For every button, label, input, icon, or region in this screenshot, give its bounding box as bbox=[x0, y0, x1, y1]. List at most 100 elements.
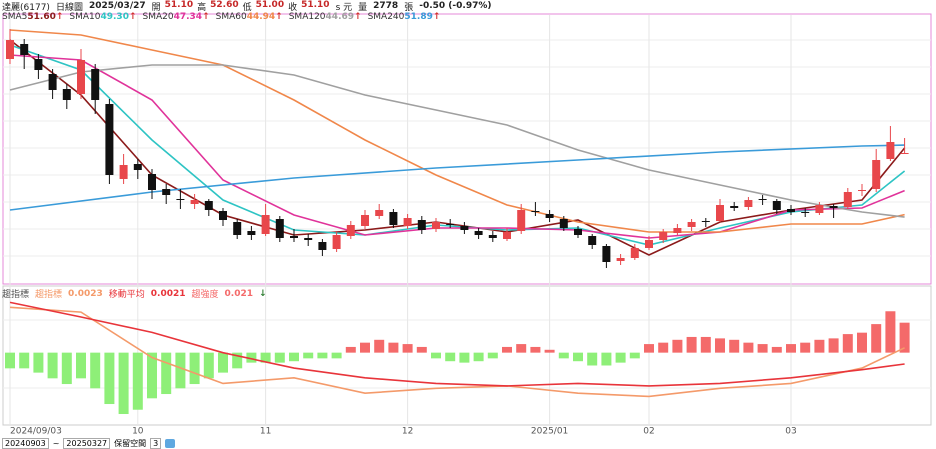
histogram-bar bbox=[132, 352, 143, 410]
candle-body bbox=[105, 104, 114, 175]
candle-body bbox=[531, 211, 540, 212]
candle-body bbox=[716, 205, 724, 221]
candle-body bbox=[545, 214, 554, 218]
field-value: 51.00 bbox=[255, 0, 285, 10]
legend-entry: SMA1049.30↑ bbox=[69, 12, 136, 22]
legend-trend: ↑ bbox=[275, 12, 283, 22]
field-label: 收 bbox=[288, 2, 298, 13]
candle-body bbox=[318, 242, 327, 250]
histogram-bar bbox=[118, 352, 129, 415]
header: 達麗(6177) 日線圖 2025/03/27 開 51.10 高 52.60 低 51.… bbox=[2, 0, 491, 13]
candle-body bbox=[375, 210, 384, 216]
histogram-bar bbox=[899, 322, 910, 353]
candle-body bbox=[843, 192, 852, 207]
histogram-bar bbox=[289, 352, 299, 362]
legend-value: 44.69 bbox=[325, 12, 355, 22]
histogram-bar bbox=[615, 352, 626, 363]
legend-name: SMA120 bbox=[288, 12, 326, 22]
histogram-bar bbox=[771, 346, 782, 353]
spin-button[interactable] bbox=[165, 438, 176, 448]
candle-body bbox=[673, 228, 682, 233]
candle-body bbox=[62, 89, 71, 100]
volume-label: 量 bbox=[358, 2, 368, 13]
legend-value: 0.0023 bbox=[68, 288, 103, 299]
line-series bbox=[9, 44, 906, 246]
legend-name: 移動平均 bbox=[108, 290, 145, 300]
legend-entry: SMA551.60↑ bbox=[2, 12, 63, 22]
candle-body bbox=[304, 238, 313, 240]
start-date[interactable]: 20240903 bbox=[2, 437, 49, 449]
histogram-bar bbox=[743, 342, 754, 353]
legend-trend: ↑ bbox=[202, 12, 210, 22]
line-series bbox=[9, 29, 905, 233]
candle-body bbox=[801, 212, 810, 213]
histogram-bar bbox=[487, 352, 498, 359]
indicator-title: 趨指標 bbox=[2, 290, 30, 300]
histogram-bar bbox=[76, 352, 86, 379]
histogram-bar bbox=[729, 339, 740, 353]
histogram-bar bbox=[61, 352, 72, 385]
histogram-bar bbox=[203, 352, 214, 379]
candle-body bbox=[758, 199, 767, 200]
candle-body bbox=[162, 189, 171, 195]
histogram-bar bbox=[828, 338, 839, 353]
separator: ~ bbox=[52, 438, 60, 448]
indicator-panel-frame bbox=[2, 285, 932, 426]
histogram-bar bbox=[459, 352, 470, 363]
field-value: 51.10 bbox=[164, 0, 194, 10]
histogram-bar bbox=[814, 339, 825, 353]
legend-value: 44.94 bbox=[246, 12, 276, 22]
candle-body bbox=[91, 69, 100, 100]
candle-body bbox=[290, 236, 298, 238]
candle-body bbox=[190, 200, 199, 204]
reserve-label: 保留空間 bbox=[114, 438, 147, 448]
histogram-bar bbox=[246, 352, 257, 363]
line-series bbox=[9, 64, 905, 218]
candle-body bbox=[34, 59, 43, 70]
line-series bbox=[9, 306, 905, 398]
histogram-bar bbox=[161, 352, 172, 395]
legend-value: 0.0021 bbox=[150, 288, 186, 299]
legend-entry: SMA12044.69↑ bbox=[289, 12, 362, 22]
price-grid bbox=[3, 39, 931, 389]
candle-body bbox=[417, 220, 426, 230]
legend-name: SMA5 bbox=[2, 12, 28, 22]
candle-body bbox=[233, 222, 242, 235]
histogram-bar bbox=[431, 352, 441, 359]
legend-name: 趨指標 bbox=[35, 290, 63, 300]
histogram-bar bbox=[857, 332, 867, 353]
field-value: 51.10 bbox=[301, 0, 330, 10]
end-date[interactable]: 20250327 bbox=[63, 437, 111, 449]
histogram-bar bbox=[587, 352, 598, 366]
candle-body bbox=[701, 221, 710, 222]
candle-body bbox=[645, 240, 653, 248]
ma-legend: SMA551.60↑ SMA1049.30↑ SMA2047.34↑ SMA6044.… bbox=[2, 12, 440, 22]
histogram-bar bbox=[232, 352, 243, 369]
histogram-bar bbox=[715, 338, 725, 353]
reserve-value[interactable]: 3 bbox=[150, 437, 162, 449]
candle-body bbox=[119, 165, 128, 179]
candle-body bbox=[687, 222, 696, 227]
histogram-bar bbox=[885, 311, 896, 353]
candle-body bbox=[872, 160, 881, 189]
candle-body bbox=[403, 218, 412, 226]
histogram-bar bbox=[90, 352, 101, 389]
legend-name: 趨強度 bbox=[191, 290, 219, 300]
histogram-bar bbox=[345, 346, 356, 353]
field-label: 高 bbox=[197, 2, 207, 13]
histogram-bar bbox=[147, 352, 157, 399]
x-tick-label: 10 bbox=[132, 427, 144, 437]
legend-trend: ↑ bbox=[55, 12, 64, 22]
quote-fields: 開 51.10 高 52.60 低 51.00 收 51.10 bbox=[152, 0, 330, 13]
legend-name: SMA60 bbox=[215, 12, 247, 22]
histogram-bar bbox=[317, 352, 328, 359]
histogram-bar bbox=[175, 352, 186, 389]
legend-name: SMA10 bbox=[69, 12, 101, 22]
x-tick-label: 12 bbox=[402, 427, 413, 437]
legend-value: 0.021 bbox=[224, 288, 253, 299]
unit: s 元 bbox=[335, 2, 353, 13]
candle-body bbox=[346, 225, 355, 236]
legend-name: SMA240 bbox=[367, 12, 405, 22]
histogram-bar bbox=[33, 352, 44, 373]
candle-body bbox=[261, 215, 270, 234]
